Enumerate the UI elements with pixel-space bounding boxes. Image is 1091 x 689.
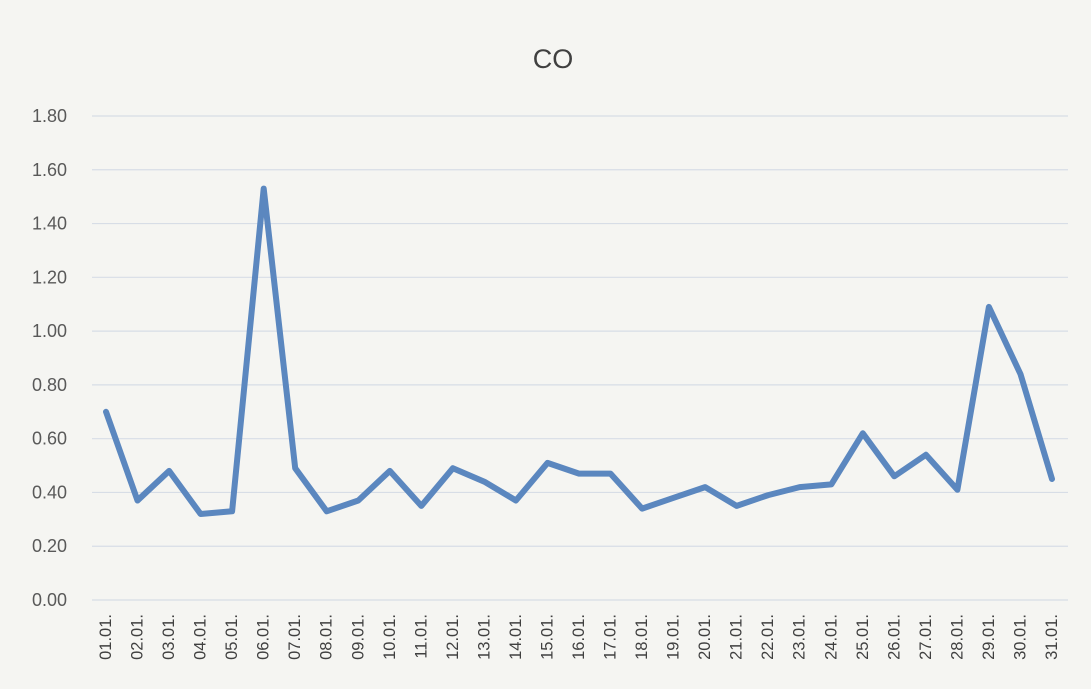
y-tick-label: 0.00 [32,590,67,610]
x-tick-label: 20.01. [696,614,714,660]
x-tick-label: 16.01. [570,614,588,660]
chart-title: CO [533,44,574,74]
x-axis: 01.01. 02.01. 03.01. 04.01. 05.01. 06.01. 07.0… [97,614,1061,660]
x-tick-label: 19.01. [665,614,683,660]
series-line [103,185,1055,517]
x-tick-label: 21.01. [728,614,746,660]
x-tick-label: 26.01. [885,614,903,660]
gridlines [92,115,1068,601]
y-tick-label: 0.20 [32,536,67,556]
x-tick-label: 02.01. [129,614,147,660]
y-tick-label: 1.40 [32,214,67,234]
y-axis: 0.00 0.20 0.40 0.60 0.80 1.00 1.20 1.40 1.60 1.80 [32,106,67,610]
y-tick-label: 1.20 [32,267,67,287]
y-tick-label: 0.80 [32,375,67,395]
x-tick-label: 15.01. [538,614,556,660]
x-tick-label: 04.01. [192,614,210,660]
x-tick-label: 11.01. [412,614,430,659]
x-tick-label: 05.01. [223,614,241,660]
y-tick-label: 1.00 [32,321,67,341]
x-tick-label: 10.01. [381,614,399,660]
y-tick-label: 0.60 [32,429,67,449]
y-tick-label: 1.60 [32,160,67,180]
x-tick-label: 12.01. [444,614,462,660]
x-tick-label: 18.01. [633,614,651,660]
x-tick-label: 08.01. [318,614,336,660]
y-tick-label: 0.40 [32,482,67,502]
x-tick-label: 29.01. [980,614,998,660]
x-tick-label: 30.01. [1011,614,1029,660]
x-tick-label: 25.01. [854,614,872,660]
x-tick-label: 01.01. [97,614,115,660]
x-tick-label: 06.01. [255,614,273,660]
x-tick-label: 13.01. [475,614,493,660]
y-tick-label: 1.80 [32,106,67,126]
x-tick-label: 03.01. [160,614,178,660]
x-tick-label: 09.01. [349,614,367,660]
x-tick-label: 14.01. [507,614,525,660]
x-tick-label: 31.01. [1043,614,1061,660]
x-tick-label: 27.01. [917,614,935,660]
x-tick-label: 23.01. [791,614,809,660]
x-tick-label: 07.01. [286,614,304,660]
x-tick-label: 28.01. [948,614,966,660]
x-tick-label: 22.01. [759,614,777,660]
x-tick-label: 17.01. [602,614,620,660]
x-tick-label: 24.01. [822,614,840,660]
series-group [103,185,1055,517]
